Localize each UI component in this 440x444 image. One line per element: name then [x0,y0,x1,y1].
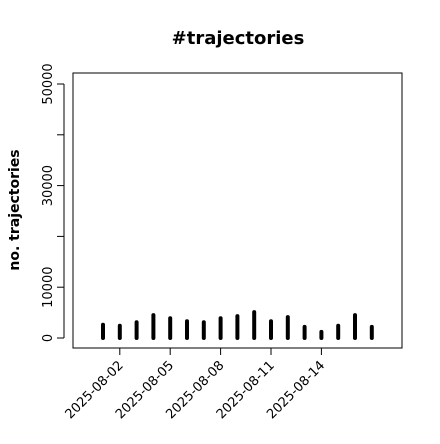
y-tick-label: 0 [41,334,56,342]
y-tick-label: 50000 [41,63,56,104]
plot-frame [72,72,403,349]
chart-title: #trajectories [172,28,305,49]
y-axis-label: no. trajectories [7,149,23,270]
y-tick-label: 10000 [41,267,56,308]
y-tick-label: 30000 [41,165,56,206]
